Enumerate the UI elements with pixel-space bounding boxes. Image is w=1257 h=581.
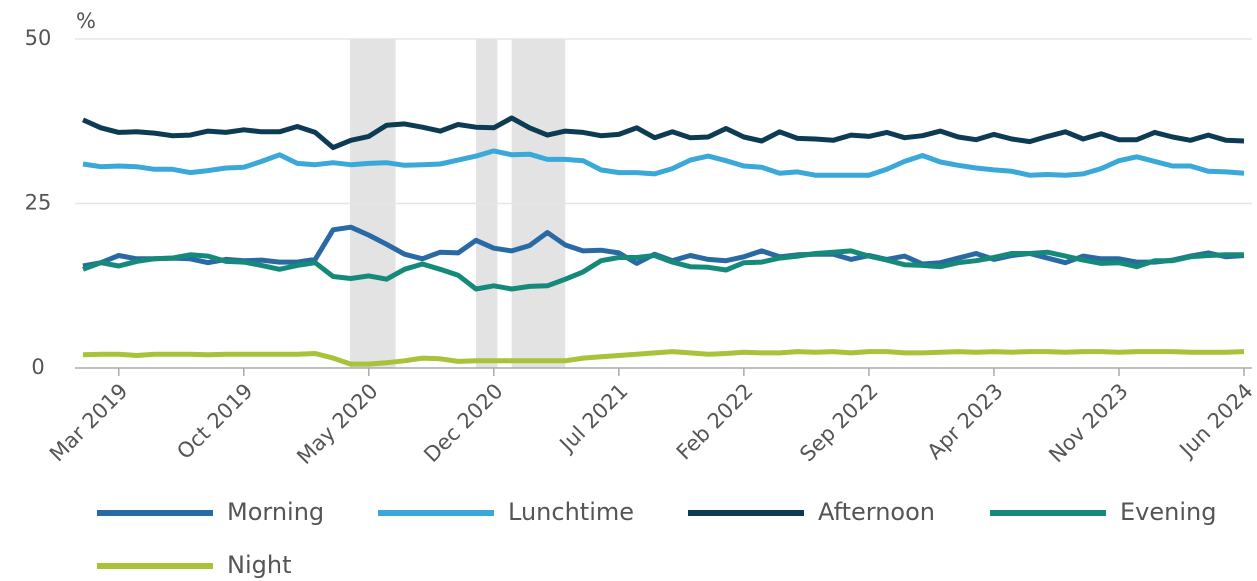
y-tick-label: 50 (25, 26, 52, 50)
series-line (82, 349, 1245, 367)
y-unit: % (76, 9, 96, 33)
x-tick-label: May 2020 (292, 379, 382, 469)
y-tick-label: 0 (31, 355, 44, 379)
x-tick-label: Apr 2023 (923, 379, 1008, 464)
legend-label: Night (227, 551, 291, 579)
x-tick-label: Nov 2023 (1044, 379, 1132, 467)
legend-label: Morning (227, 498, 324, 526)
series-line (82, 248, 1244, 292)
series-line (81, 115, 1245, 151)
x-tick-label: Jun 2024 (1174, 379, 1257, 463)
x-tick-label: Dec 2020 (419, 379, 507, 467)
x-tick-label: Oct 2019 (172, 379, 257, 464)
legend-label: Lunchtime (508, 498, 634, 526)
x-tick-label: Mar 2019 (45, 379, 133, 467)
legend-label: Evening (1120, 498, 1216, 526)
x-tick-label: Jul 2021 (554, 379, 633, 458)
x-tick-label: Sep 2022 (795, 379, 882, 466)
series-line (82, 148, 1245, 178)
x-tick-label: Feb 2022 (672, 379, 758, 465)
legend-label: Afternoon (818, 498, 935, 526)
y-tick-label: 25 (25, 191, 52, 215)
